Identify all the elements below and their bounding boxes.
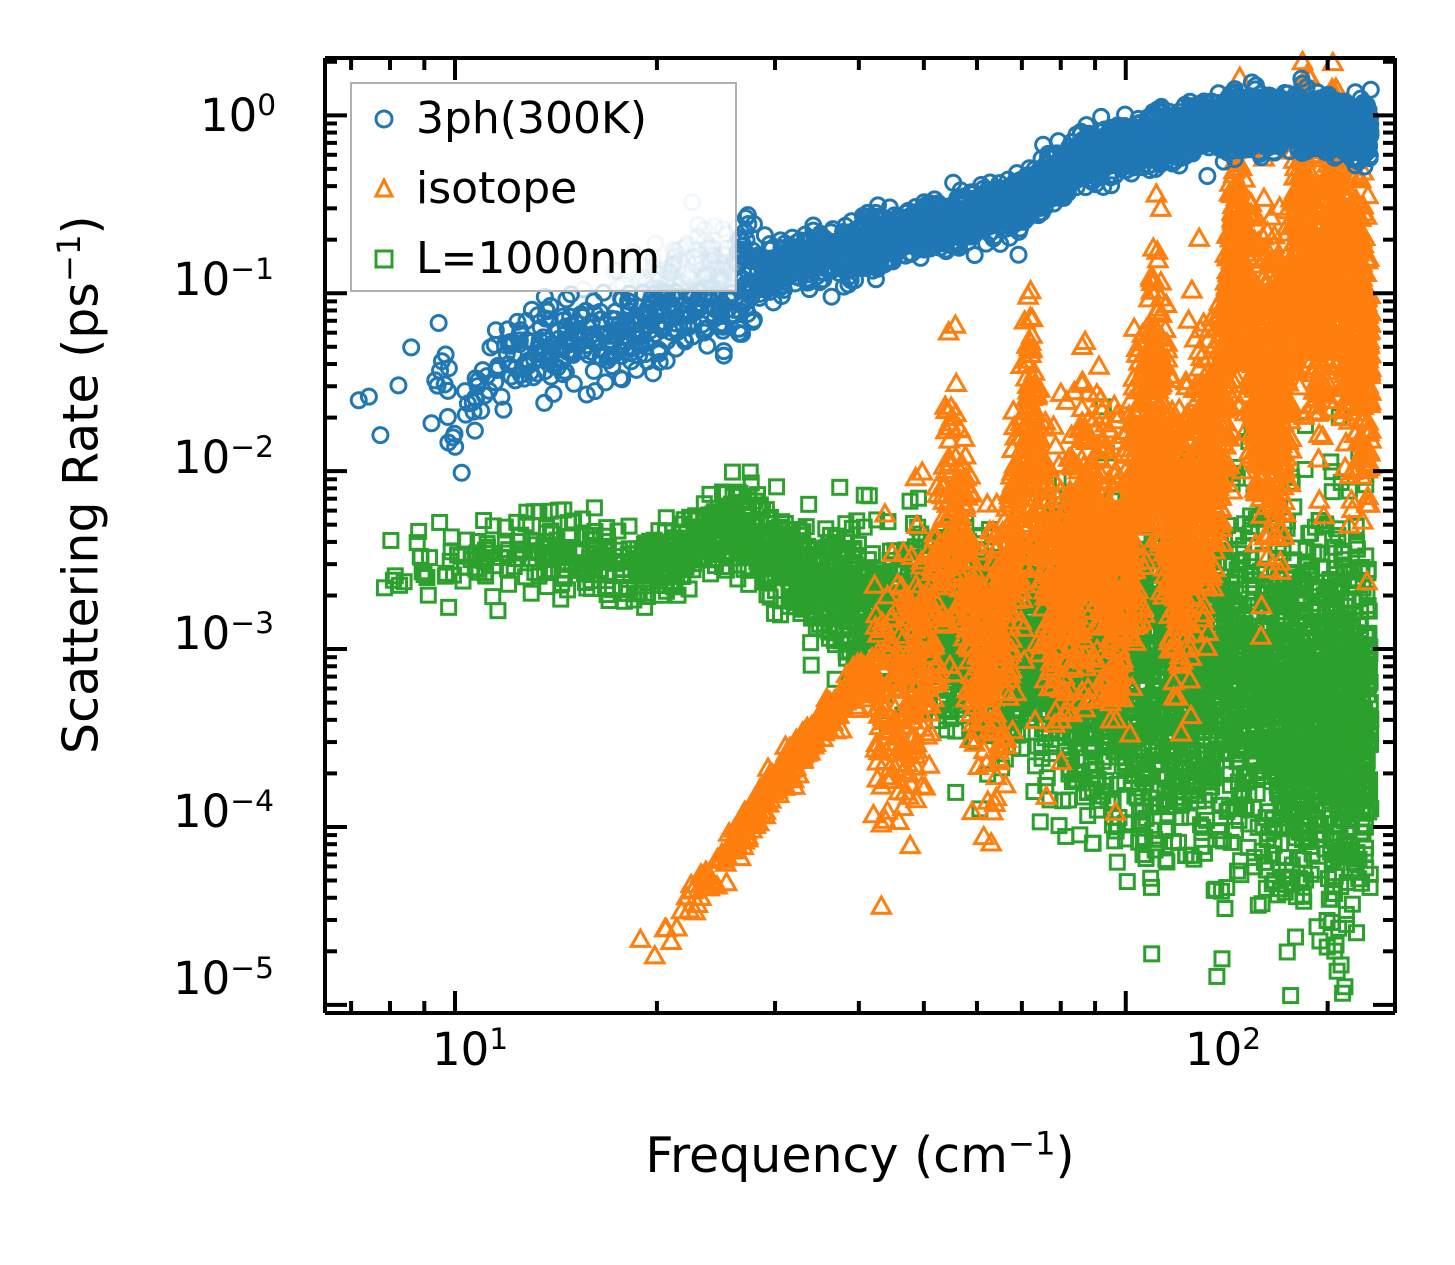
legend-marker-square-icon <box>352 244 416 274</box>
legend-label-boundary: L=1000nm <box>416 233 661 284</box>
y-tick-label-10e-1: 10−1 <box>173 252 275 306</box>
y-tick-label-10e-2: 10−2 <box>173 430 275 484</box>
legend-entry-3ph: 3ph(300K) <box>352 84 735 154</box>
legend-entry-isotope: isotope <box>352 154 735 224</box>
y-tick-label-10e-5: 10−5 <box>173 951 275 1005</box>
legend-marker-circle-icon <box>352 104 416 134</box>
legend-entry-boundary: L=1000nm <box>352 224 735 294</box>
x-axis-label-text: Frequency (cm−1) <box>645 1125 1075 1185</box>
x-tick-label-10e2: 102 <box>1185 1022 1262 1076</box>
legend-label-isotope: isotope <box>416 163 578 214</box>
y-tick-label-10e-4: 10−4 <box>173 784 275 838</box>
x-tick-label-10e1: 101 <box>432 1022 509 1076</box>
y-tick-label-10e-3: 10−3 <box>173 606 275 660</box>
series-isotope <box>628 49 1383 965</box>
legend-marker-triangle-icon <box>352 174 416 204</box>
legend-label-3ph: 3ph(300K) <box>416 93 647 144</box>
legend: 3ph(300K) isotope L=1000nm <box>350 82 737 292</box>
axis-ticks <box>325 58 1395 1013</box>
y-tick-label-10e0: 100 <box>200 88 277 142</box>
series-3ph-300k- <box>349 69 1380 482</box>
y-axis-label: Scattering Rate (ps−1) <box>50 105 109 865</box>
x-axis-label: Frequency (cm−1) <box>325 1125 1395 1184</box>
y-axis-label-text: Scattering Rate (ps−1) <box>50 215 110 754</box>
